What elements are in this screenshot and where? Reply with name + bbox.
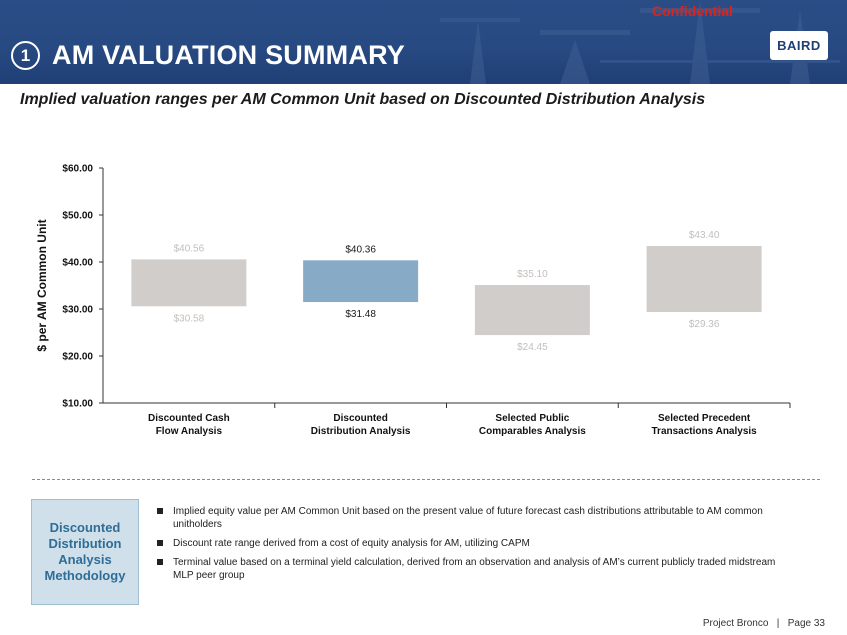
x-category-label: Discounted Cash (148, 413, 230, 424)
range-bar (646, 246, 762, 313)
methodology-label-box: Discounted Distribution Analysis Methodo… (31, 499, 139, 605)
bullet-text: Terminal value based on a terminal yield… (173, 557, 776, 581)
header-banner: 1 AM VALUATION SUMMARY Confidential BAIR… (0, 0, 847, 84)
valuation-range-chart: $10.00 $20.00 $30.00 $40.00 $50.00 $60.00 $ pe… (35, 164, 791, 437)
methodology-bullet: Implied equity value per AM Common Unit … (157, 505, 797, 531)
high-value-label: $43.40 (689, 230, 720, 241)
high-value-label: $35.10 (517, 269, 548, 280)
bullet-square-icon (157, 540, 163, 546)
footer-project: Project Bronco (702, 618, 769, 629)
high-value-label: $40.56 (174, 243, 205, 254)
range-bar (303, 260, 419, 303)
low-value-label: $24.45 (517, 342, 548, 353)
bullet-square-icon (157, 508, 163, 514)
page-footer: Project Bronco | Page 33 (703, 618, 825, 629)
x-category-label: Distribution Analysis (311, 426, 411, 437)
baird-logo: BAIRD (770, 31, 828, 60)
high-value-label: $40.36 (345, 244, 376, 255)
y-tick-label: $50.00 (62, 211, 93, 222)
y-tick-label: $60.00 (62, 164, 93, 175)
low-value-label: $31.48 (345, 309, 376, 320)
y-tick-label: $30.00 (62, 305, 93, 316)
x-category-label: Selected Precedent (658, 413, 751, 424)
methodology-bullet: Terminal value based on a terminal yield… (157, 556, 797, 582)
x-category-label: Comparables Analysis (479, 426, 586, 437)
section-number-badge: 1 (11, 41, 40, 70)
y-tick-label: $10.00 (62, 399, 93, 410)
methodology-label: Discounted Distribution Analysis Methodo… (44, 520, 126, 583)
methodology-bullet: Discount rate range derived from a cost … (157, 537, 797, 550)
low-value-label: $29.36 (689, 319, 720, 330)
methodology-bullet-list: Implied equity value per AM Common Unit … (157, 505, 797, 588)
range-bar (474, 285, 590, 336)
x-category-label: Selected Public (495, 413, 569, 424)
x-category-label: Discounted (333, 413, 387, 424)
footer-separator: | (776, 618, 780, 629)
y-tick-label: $40.00 (62, 258, 93, 269)
section-divider (32, 479, 820, 480)
chart-subtitle: Implied valuation ranges per AM Common U… (20, 91, 706, 108)
x-category-label: Flow Analysis (156, 426, 223, 437)
range-bar (131, 259, 247, 307)
bullet-text: Discount rate range derived from a cost … (173, 538, 530, 549)
x-category-label: Transactions Analysis (652, 426, 758, 437)
confidential-label: Confidential (652, 3, 733, 19)
y-axis-label: $ per AM Common Unit (35, 219, 49, 351)
low-value-label: $30.58 (174, 313, 205, 324)
bullet-square-icon (157, 559, 163, 565)
bullet-text: Implied equity value per AM Common Unit … (173, 506, 763, 530)
page-title: AM VALUATION SUMMARY (52, 40, 405, 70)
footer-page-number: Page 33 (787, 618, 825, 629)
y-tick-label: $20.00 (62, 352, 93, 363)
